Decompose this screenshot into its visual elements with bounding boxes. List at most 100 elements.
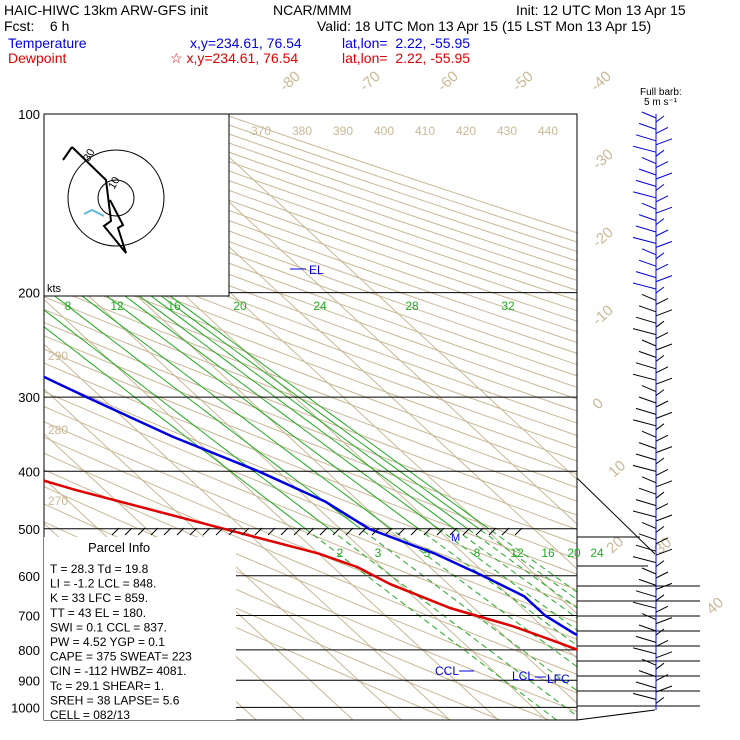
mixing-ratio-line: [454, 528, 577, 619]
wind-barb: [638, 533, 657, 541]
barb-legend-title: Full barb:: [640, 87, 682, 98]
wind-barb: [655, 537, 669, 545]
wind-barb: [655, 685, 673, 693]
ccl-label: CCL: [435, 664, 459, 678]
isotherm-label: -40: [587, 68, 614, 95]
pressure-tick-label: 200: [18, 286, 40, 301]
isotherm-label: 10: [605, 457, 629, 481]
mixing-ratio-label: 12: [110, 299, 124, 313]
isotherm-label: -70: [356, 68, 383, 95]
theta-label: 410: [415, 124, 435, 138]
mixing-ratio-line: [128, 265, 490, 530]
hatch-mark: [371, 527, 380, 536]
mixing-ratio-label: 16: [541, 546, 555, 560]
mixing-ratio-label: 28: [405, 299, 419, 313]
wind-barb: [638, 670, 657, 678]
hatch-mark: [228, 527, 237, 536]
dry-adiabat-line: [44, 271, 577, 475]
hatch-mark: [241, 527, 250, 536]
dry-adiabat-line: [44, 335, 577, 545]
pressure-tick-label: 500: [18, 522, 40, 537]
dewpoint-latlon: lat,lon= 2.22, -55.95: [342, 50, 471, 66]
theta-label: 420: [456, 124, 476, 138]
wind-barb: [632, 191, 657, 199]
wind-barb: [641, 202, 657, 210]
wind-barb: [641, 521, 657, 529]
wind-barb: [655, 434, 669, 442]
hatch-mark: [202, 527, 211, 536]
hatch-mark: [410, 527, 419, 536]
hatch-mark: [254, 527, 263, 536]
wind-barb: [641, 567, 657, 575]
wind-barb: [632, 601, 657, 609]
hatch-mark: [150, 527, 159, 536]
wind-barb: [655, 514, 673, 522]
dry-adiabat-line: [44, 224, 577, 424]
frame-connector: [576, 709, 656, 721]
wind-barb: [635, 134, 657, 142]
wind-barb: [655, 480, 673, 488]
hodograph-box: [43, 113, 230, 297]
parcel-info-row: K = 33 LFC = 859.: [50, 591, 148, 605]
wind-barb: [638, 487, 657, 495]
wind-barb: [635, 499, 657, 507]
parcel-info-panel: Parcel Info T = 28.3 Td = 19.8LI = -1.2 L…: [44, 537, 236, 722]
pressure-tick-label: 1000: [11, 700, 40, 715]
hatch-mark: [189, 527, 198, 536]
temperature-legend: Temperature: [8, 35, 87, 51]
wind-barb: [655, 468, 669, 476]
dry-adiabat-line: [44, 436, 577, 658]
wind-barb: [655, 126, 669, 134]
wind-barb: [638, 578, 657, 586]
mixing-ratio-line: [328, 528, 577, 717]
hatch-mark: [176, 527, 185, 536]
theta-label: 390: [333, 124, 353, 138]
mixing-ratio-label: 12: [510, 546, 524, 560]
wind-barb: [655, 457, 665, 465]
wind-barb: [635, 590, 657, 598]
hodograph-trace: [62, 146, 127, 254]
wind-barb: [638, 350, 657, 358]
isotherm-label: -60: [434, 68, 461, 95]
mixing-ratio-line: [305, 528, 557, 720]
isotherm-line: [44, 388, 402, 720]
dry-adiabat-line: [44, 181, 577, 377]
mixing-ratio-label: 20: [233, 299, 247, 313]
wind-barb: [655, 297, 669, 305]
wind-barb: [655, 320, 665, 328]
parcel-info-row: LI = -1.2 LCL = 848.: [50, 577, 156, 591]
theta-label: 270: [48, 494, 68, 508]
dry-adiabat-line: [172, 114, 577, 253]
dry-adiabat-line: [44, 259, 577, 462]
wind-barb: [635, 453, 657, 461]
wind-barb: [655, 400, 669, 408]
wind-barb: [655, 206, 673, 214]
parcel-info-row: PW = 4.52 YGP = 0.1: [50, 635, 165, 649]
wind-barb: [641, 111, 657, 119]
mixing-ratio-line: [44, 309, 330, 530]
mixing-ratio-line: [83, 265, 439, 530]
isotherm-label: -20: [589, 224, 616, 251]
hatch-mark: [501, 527, 510, 536]
dry-adiabat-line: [44, 421, 577, 640]
wind-barb: [655, 560, 665, 567]
parcel-info-row: T = 28.3 Td = 19.8: [50, 562, 149, 576]
wind-barb: [655, 240, 673, 248]
mixing-ratio-label: 5: [424, 546, 431, 560]
mixing-ratio-line: [360, 528, 577, 692]
wind-barb: [655, 639, 669, 647]
wind-barb: [632, 556, 657, 564]
isotherm-label: 0: [589, 395, 607, 413]
wind-barb: [635, 225, 657, 233]
wind-barb: [655, 503, 669, 511]
org-label: NCAR/MMM: [273, 2, 352, 18]
temperature-latlon: lat,lon= 2.22, -55.95: [342, 35, 471, 51]
dry-adiabat-line: [44, 213, 577, 412]
dry-adiabat-line: [44, 296, 577, 502]
hatch-mark: [215, 527, 224, 536]
wind-barb: [655, 582, 673, 590]
dry-adiabat-line: [44, 406, 577, 623]
wind-barb: [638, 442, 657, 450]
